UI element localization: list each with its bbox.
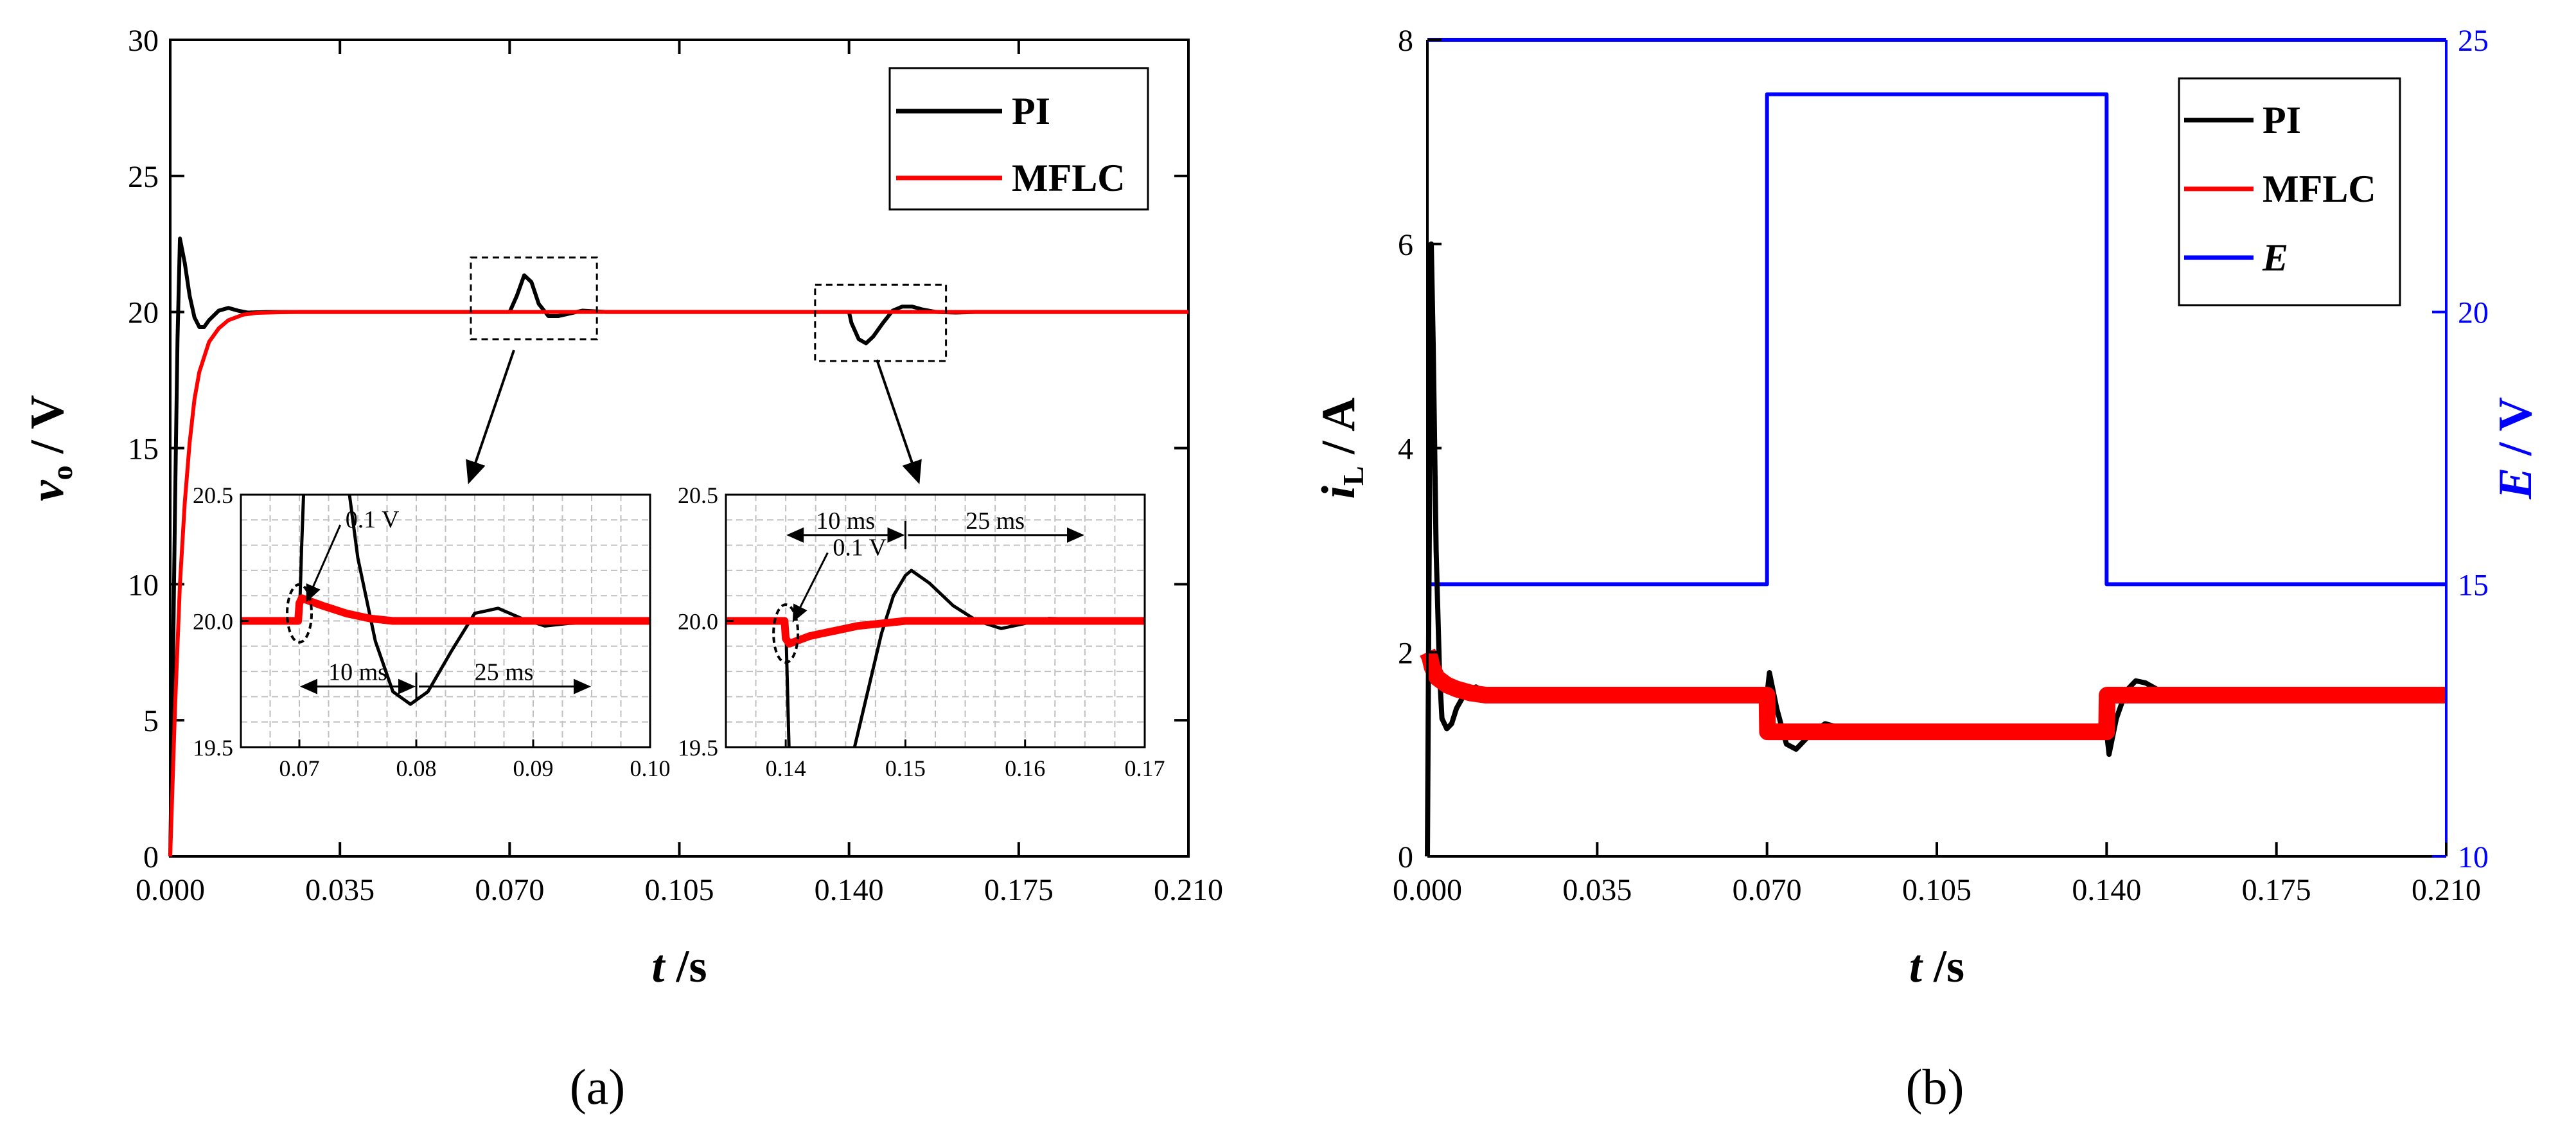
inset-series-pi bbox=[726, 569, 1145, 747]
inset-y-tick-label: 20.0 bbox=[678, 609, 718, 635]
x-tick-label: 0.105 bbox=[1902, 873, 1972, 907]
series-line-pi bbox=[1425, 241, 2446, 857]
inset-callout-arrow bbox=[306, 524, 342, 603]
inset-x-tick-label: 0.10 bbox=[630, 756, 671, 781]
legend-label-e: E bbox=[2262, 236, 2288, 279]
inset-callout-arrow bbox=[792, 552, 829, 623]
y2-tick-label: 20 bbox=[2458, 296, 2489, 330]
y-axis-label-sub: L bbox=[1337, 466, 1370, 486]
y-tick-label: 10 bbox=[128, 568, 159, 602]
x-tick-label: 0.000 bbox=[1393, 873, 1462, 907]
legend: PI MFLC E bbox=[2178, 77, 2401, 306]
x-axis-label-unit: /s bbox=[1922, 941, 1964, 992]
inset-x-tick-label: 0.07 bbox=[279, 756, 320, 781]
y-tick-label: 0 bbox=[143, 840, 159, 874]
series-line-mflc bbox=[168, 310, 1188, 857]
x-tick-label: 0.070 bbox=[475, 873, 544, 907]
legend-box bbox=[888, 67, 1149, 211]
y-tick-label: 0 bbox=[1398, 840, 1413, 874]
x-tick-label: 0.210 bbox=[2412, 873, 2481, 907]
x-tick-label: 0.035 bbox=[1562, 873, 1632, 907]
y-tick-label: 25 bbox=[128, 160, 159, 194]
inset-2: 0.14 0.15 0.16 0.17 19.5 20.0 20.5 0.1 V10 ms 25… bbox=[678, 482, 1165, 781]
x-tick-label: 0.035 bbox=[305, 873, 375, 907]
series-line-pi bbox=[168, 236, 1188, 857]
y2-axis-label-unit: / V bbox=[2489, 397, 2542, 468]
inset-highlight-ellipse bbox=[286, 583, 313, 644]
y2-axis-label-var: E bbox=[2489, 468, 2542, 500]
legend-label-mflc: MFLC bbox=[1012, 157, 1125, 199]
inset-y-tick-label: 20.5 bbox=[678, 482, 718, 508]
y-axis-label-unit: / A bbox=[1312, 397, 1365, 466]
y-tick-label: 20 bbox=[128, 296, 159, 330]
y2-tick-label: 10 bbox=[2458, 840, 2489, 874]
y-tick-label: 15 bbox=[128, 432, 159, 466]
y-tick-label: 4 bbox=[1398, 432, 1413, 466]
x-tick-label: 0.000 bbox=[136, 873, 205, 907]
y-tick-label: 5 bbox=[143, 704, 159, 738]
inset-highlight-ellipse bbox=[772, 603, 800, 664]
y-tick-label: 8 bbox=[1398, 24, 1413, 58]
panel-b-chart: 0.000 0.035 0.070 0.105 0.140 0.175 0.210 0 2 4 6 8… bbox=[1312, 24, 2542, 992]
zoom-box-2 bbox=[814, 283, 948, 362]
y-axis-label-sub: o bbox=[46, 465, 78, 480]
zoom-box-1 bbox=[470, 256, 598, 340]
y-tick-label: 30 bbox=[128, 24, 159, 58]
panel-a-chart: 0.000 0.035 0.070 0.105 0.140 0.175 0.210 0 5 10 1… bbox=[21, 24, 1223, 992]
x-axis-label: t /s bbox=[651, 941, 707, 992]
inset-10ms-label: 10 ms bbox=[816, 508, 875, 535]
inset-y-tick-label: 20.5 bbox=[193, 482, 233, 508]
x-tick-label: 0.140 bbox=[815, 873, 884, 907]
legend: PI MFLC bbox=[888, 67, 1149, 211]
inset-x-tick-label: 0.16 bbox=[1005, 756, 1045, 781]
inset-25ms-label: 25 ms bbox=[475, 659, 534, 686]
inset-x-tick-label: 0.08 bbox=[396, 756, 437, 781]
inset-y-tick-label: 19.5 bbox=[678, 735, 718, 761]
y2-axis-label: E / V bbox=[2489, 397, 2542, 500]
inset-y-tick-label: 20.0 bbox=[193, 609, 233, 635]
inset-25ms-label: 25 ms bbox=[966, 508, 1025, 535]
x-axis-label-unit: /s bbox=[664, 941, 707, 992]
inset-x-tick-label: 0.17 bbox=[1125, 756, 1165, 781]
panel-a-label: (a) bbox=[570, 1059, 626, 1115]
legend-label-pi: PI bbox=[1012, 90, 1050, 132]
x-tick-label: 0.070 bbox=[1733, 873, 1802, 907]
legend-label-pi: PI bbox=[2263, 99, 2301, 141]
inset-callout-label: 0.1 V bbox=[346, 506, 400, 533]
inset-10ms-label: 10 ms bbox=[328, 659, 387, 686]
y-axis-label-var: v bbox=[21, 479, 74, 501]
inset-y-tick-label: 19.5 bbox=[193, 735, 233, 761]
y2-tick-label: 15 bbox=[2458, 568, 2489, 602]
x-axis-label-var: t bbox=[651, 941, 666, 992]
zoom-arrow-2 bbox=[876, 359, 922, 484]
x-tick-label: 0.210 bbox=[1154, 873, 1223, 907]
y-tick-label: 2 bbox=[1398, 636, 1413, 670]
y-axis-label: vo / V bbox=[21, 395, 78, 502]
x-axis-label-var: t bbox=[1909, 941, 1923, 992]
inset-series-mflc bbox=[726, 617, 1145, 648]
x-tick-label: 0.140 bbox=[2072, 873, 2141, 907]
inset-x-tick-label: 0.14 bbox=[766, 756, 806, 781]
inset-callout-label: 0.1 V bbox=[833, 534, 887, 561]
x-tick-label: 0.105 bbox=[645, 873, 714, 907]
x-axis-label: t /s bbox=[1909, 941, 1964, 992]
x-tick-label: 0.175 bbox=[984, 873, 1054, 907]
inset-x-tick-label: 0.15 bbox=[885, 756, 926, 781]
y-axis-label-unit: / V bbox=[21, 395, 74, 466]
series-line-e bbox=[1427, 92, 2446, 587]
y-axis-label: iL / A bbox=[1312, 397, 1370, 499]
panel-b-label: (b) bbox=[1906, 1059, 1964, 1115]
legend-box bbox=[2178, 77, 2401, 306]
y2-tick-label: 25 bbox=[2458, 24, 2489, 58]
y-axis-label-var: i bbox=[1312, 486, 1365, 499]
x-tick-label: 0.175 bbox=[2242, 873, 2311, 907]
legend-label-mflc: MFLC bbox=[2263, 168, 2376, 210]
y-tick-label: 6 bbox=[1398, 228, 1413, 262]
inset-x-tick-label: 0.09 bbox=[513, 756, 554, 781]
zoom-arrow-1 bbox=[466, 349, 515, 484]
inset-1: 0.07 0.08 0.09 0.10 19.5 20.0 20.5 0.1 V 10 ms 25… bbox=[193, 482, 671, 781]
inset-series-mflc bbox=[241, 594, 650, 625]
series-line-mflc bbox=[1420, 648, 2446, 741]
